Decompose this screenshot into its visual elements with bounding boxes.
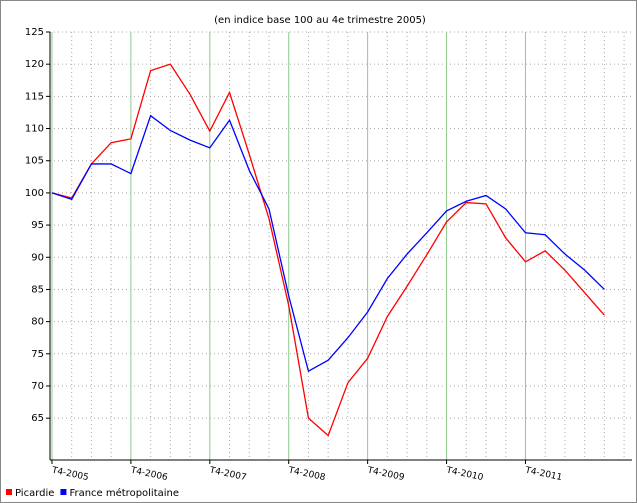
y-tick-label: 100 — [25, 188, 44, 199]
y-tick-label: 65 — [31, 413, 44, 424]
legend-swatch — [6, 489, 12, 495]
legend-label: Picardie — [15, 488, 54, 499]
legend-label: France métropolitaine — [69, 487, 179, 499]
y-tick-label: 105 — [25, 156, 44, 167]
y-tick-label: 115 — [25, 91, 44, 102]
y-tick-label: 70 — [31, 381, 44, 392]
y-tick-label: 75 — [31, 349, 44, 360]
y-tick-label: 80 — [31, 317, 44, 328]
y-tick-label: 110 — [25, 124, 44, 135]
chart-title: (en indice base 100 au 4e trimestre 2005… — [214, 15, 426, 26]
legend-swatch — [60, 489, 67, 495]
series-line — [51, 114, 605, 373]
y-tick-label: 95 — [31, 220, 44, 231]
y-tick-label: 90 — [31, 252, 44, 263]
y-tick-label: 125 — [25, 27, 44, 38]
y-tick-label: 85 — [31, 284, 44, 295]
y-tick-label: 120 — [25, 59, 44, 70]
series-line — [51, 63, 605, 437]
